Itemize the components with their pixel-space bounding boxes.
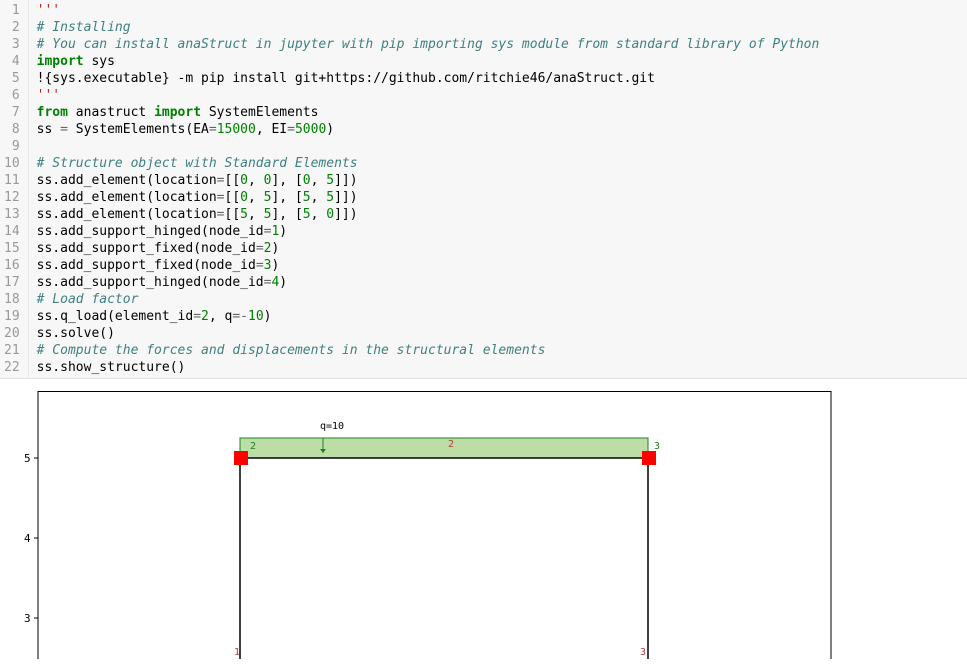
- code-line[interactable]: # You can install anaStruct in jupyter w…: [37, 36, 967, 53]
- line-number: 6: [4, 87, 20, 104]
- plot-frame: q=10 2 3 1 3 2 5 4 3: [20, 391, 832, 659]
- line-number: 9: [4, 138, 20, 155]
- line-number: 17: [4, 274, 20, 291]
- line-number: 21: [4, 342, 20, 359]
- code-line[interactable]: ss.add_element(location=[[0, 0], [0, 5]]…: [37, 172, 967, 189]
- code-line[interactable]: ss.add_element(location=[[5, 5], [5, 0]]…: [37, 206, 967, 223]
- line-number: 10: [4, 155, 20, 172]
- line-number: 5: [4, 70, 20, 87]
- plot-output: q=10 2 3 1 3 2 5 4 3: [0, 379, 967, 659]
- code-line[interactable]: ss.add_support_fixed(node_id=2): [37, 240, 967, 257]
- svg-text:2: 2: [448, 439, 454, 450]
- code-line[interactable]: ss = SystemElements(EA=15000, EI=5000): [37, 121, 967, 138]
- line-number: 14: [4, 223, 20, 240]
- code-line[interactable]: ss.add_support_fixed(node_id=3): [37, 257, 967, 274]
- line-number: 11: [4, 172, 20, 189]
- line-number: 8: [4, 121, 20, 138]
- svg-text:q=10: q=10: [320, 421, 344, 432]
- line-number: 2: [4, 19, 20, 36]
- line-number: 3: [4, 36, 20, 53]
- code-line[interactable]: ss.show_structure(): [37, 359, 967, 376]
- code-line[interactable]: ss.solve(): [37, 325, 967, 342]
- svg-text:3: 3: [654, 441, 660, 452]
- code-line[interactable]: # Installing: [37, 19, 967, 36]
- y-tick-label: 4: [24, 532, 31, 545]
- svg-text:1: 1: [234, 647, 240, 658]
- code-line[interactable]: !{sys.executable} -m pip install git+htt…: [37, 70, 967, 87]
- svg-text:3: 3: [640, 647, 646, 658]
- code-line[interactable]: [37, 138, 967, 155]
- code-line[interactable]: ''': [37, 87, 967, 104]
- line-number: 18: [4, 291, 20, 308]
- line-number: 7: [4, 104, 20, 121]
- line-number: 1: [4, 2, 20, 19]
- svg-text:2: 2: [250, 441, 256, 452]
- line-number: 16: [4, 257, 20, 274]
- line-number: 15: [4, 240, 20, 257]
- line-number: 4: [4, 53, 20, 70]
- line-number: 12: [4, 189, 20, 206]
- line-number: 13: [4, 206, 20, 223]
- code-line[interactable]: # Structure object with Standard Element…: [37, 155, 967, 172]
- code-line[interactable]: ss.add_support_hinged(node_id=4): [37, 274, 967, 291]
- line-number-gutter: 12345678910111213141516171819202122: [0, 0, 29, 378]
- code-line[interactable]: # Compute the forces and displacements i…: [37, 342, 967, 359]
- line-number: 19: [4, 308, 20, 325]
- code-editor[interactable]: 12345678910111213141516171819202122 '''#…: [0, 0, 967, 379]
- code-line[interactable]: # Load factor: [37, 291, 967, 308]
- code-line[interactable]: ss.q_load(element_id=2, q=-10): [37, 308, 967, 325]
- y-tick-label: 5: [24, 452, 31, 465]
- code-line[interactable]: ''': [37, 2, 967, 19]
- code-line[interactable]: import sys: [37, 53, 967, 70]
- y-tick-label: 3: [24, 612, 31, 625]
- line-number: 20: [4, 325, 20, 342]
- code-content[interactable]: '''# Installing# You can install anaStru…: [29, 0, 967, 378]
- code-line[interactable]: from anastruct import SystemElements: [37, 104, 967, 121]
- structure-plot-svg: q=10 2 3 1 3 2: [20, 391, 832, 659]
- code-line[interactable]: ss.add_element(location=[[0, 5], [5, 5]]…: [37, 189, 967, 206]
- code-line[interactable]: ss.add_support_hinged(node_id=1): [37, 223, 967, 240]
- line-number: 22: [4, 359, 20, 376]
